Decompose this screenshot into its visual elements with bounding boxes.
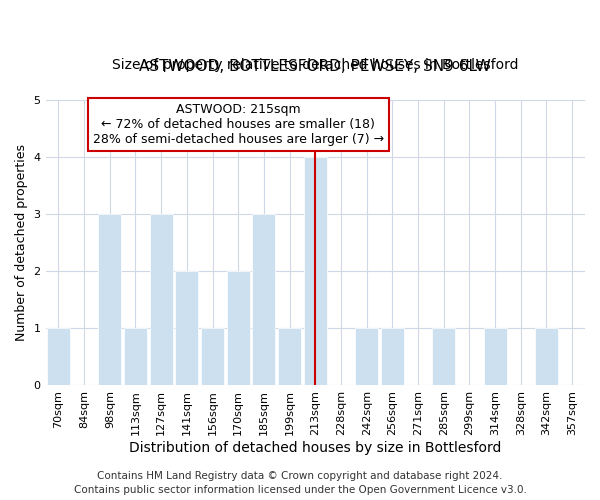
Bar <box>253 214 275 386</box>
Bar <box>201 328 224 386</box>
Title: Size of property relative to detached houses in Bottlesford: Size of property relative to detached ho… <box>112 58 518 72</box>
Text: ASTWOOD, BOTTLESFORD, PEWSEY, SN9 6LW: ASTWOOD, BOTTLESFORD, PEWSEY, SN9 6LW <box>139 59 491 74</box>
Text: Contains HM Land Registry data © Crown copyright and database right 2024.
Contai: Contains HM Land Registry data © Crown c… <box>74 471 526 495</box>
Bar <box>278 328 301 386</box>
Bar <box>535 328 558 386</box>
Bar <box>98 214 121 386</box>
Y-axis label: Number of detached properties: Number of detached properties <box>15 144 28 341</box>
Bar <box>355 328 378 386</box>
Bar <box>381 328 404 386</box>
Bar <box>304 157 327 386</box>
Bar <box>484 328 506 386</box>
Bar <box>124 328 147 386</box>
Bar <box>175 271 199 386</box>
Bar <box>432 328 455 386</box>
X-axis label: Distribution of detached houses by size in Bottlesford: Distribution of detached houses by size … <box>129 441 502 455</box>
Text: ASTWOOD: 215sqm
← 72% of detached houses are smaller (18)
28% of semi-detached h: ASTWOOD: 215sqm ← 72% of detached houses… <box>92 102 384 146</box>
Bar <box>149 214 173 386</box>
Bar <box>227 271 250 386</box>
Bar <box>47 328 70 386</box>
